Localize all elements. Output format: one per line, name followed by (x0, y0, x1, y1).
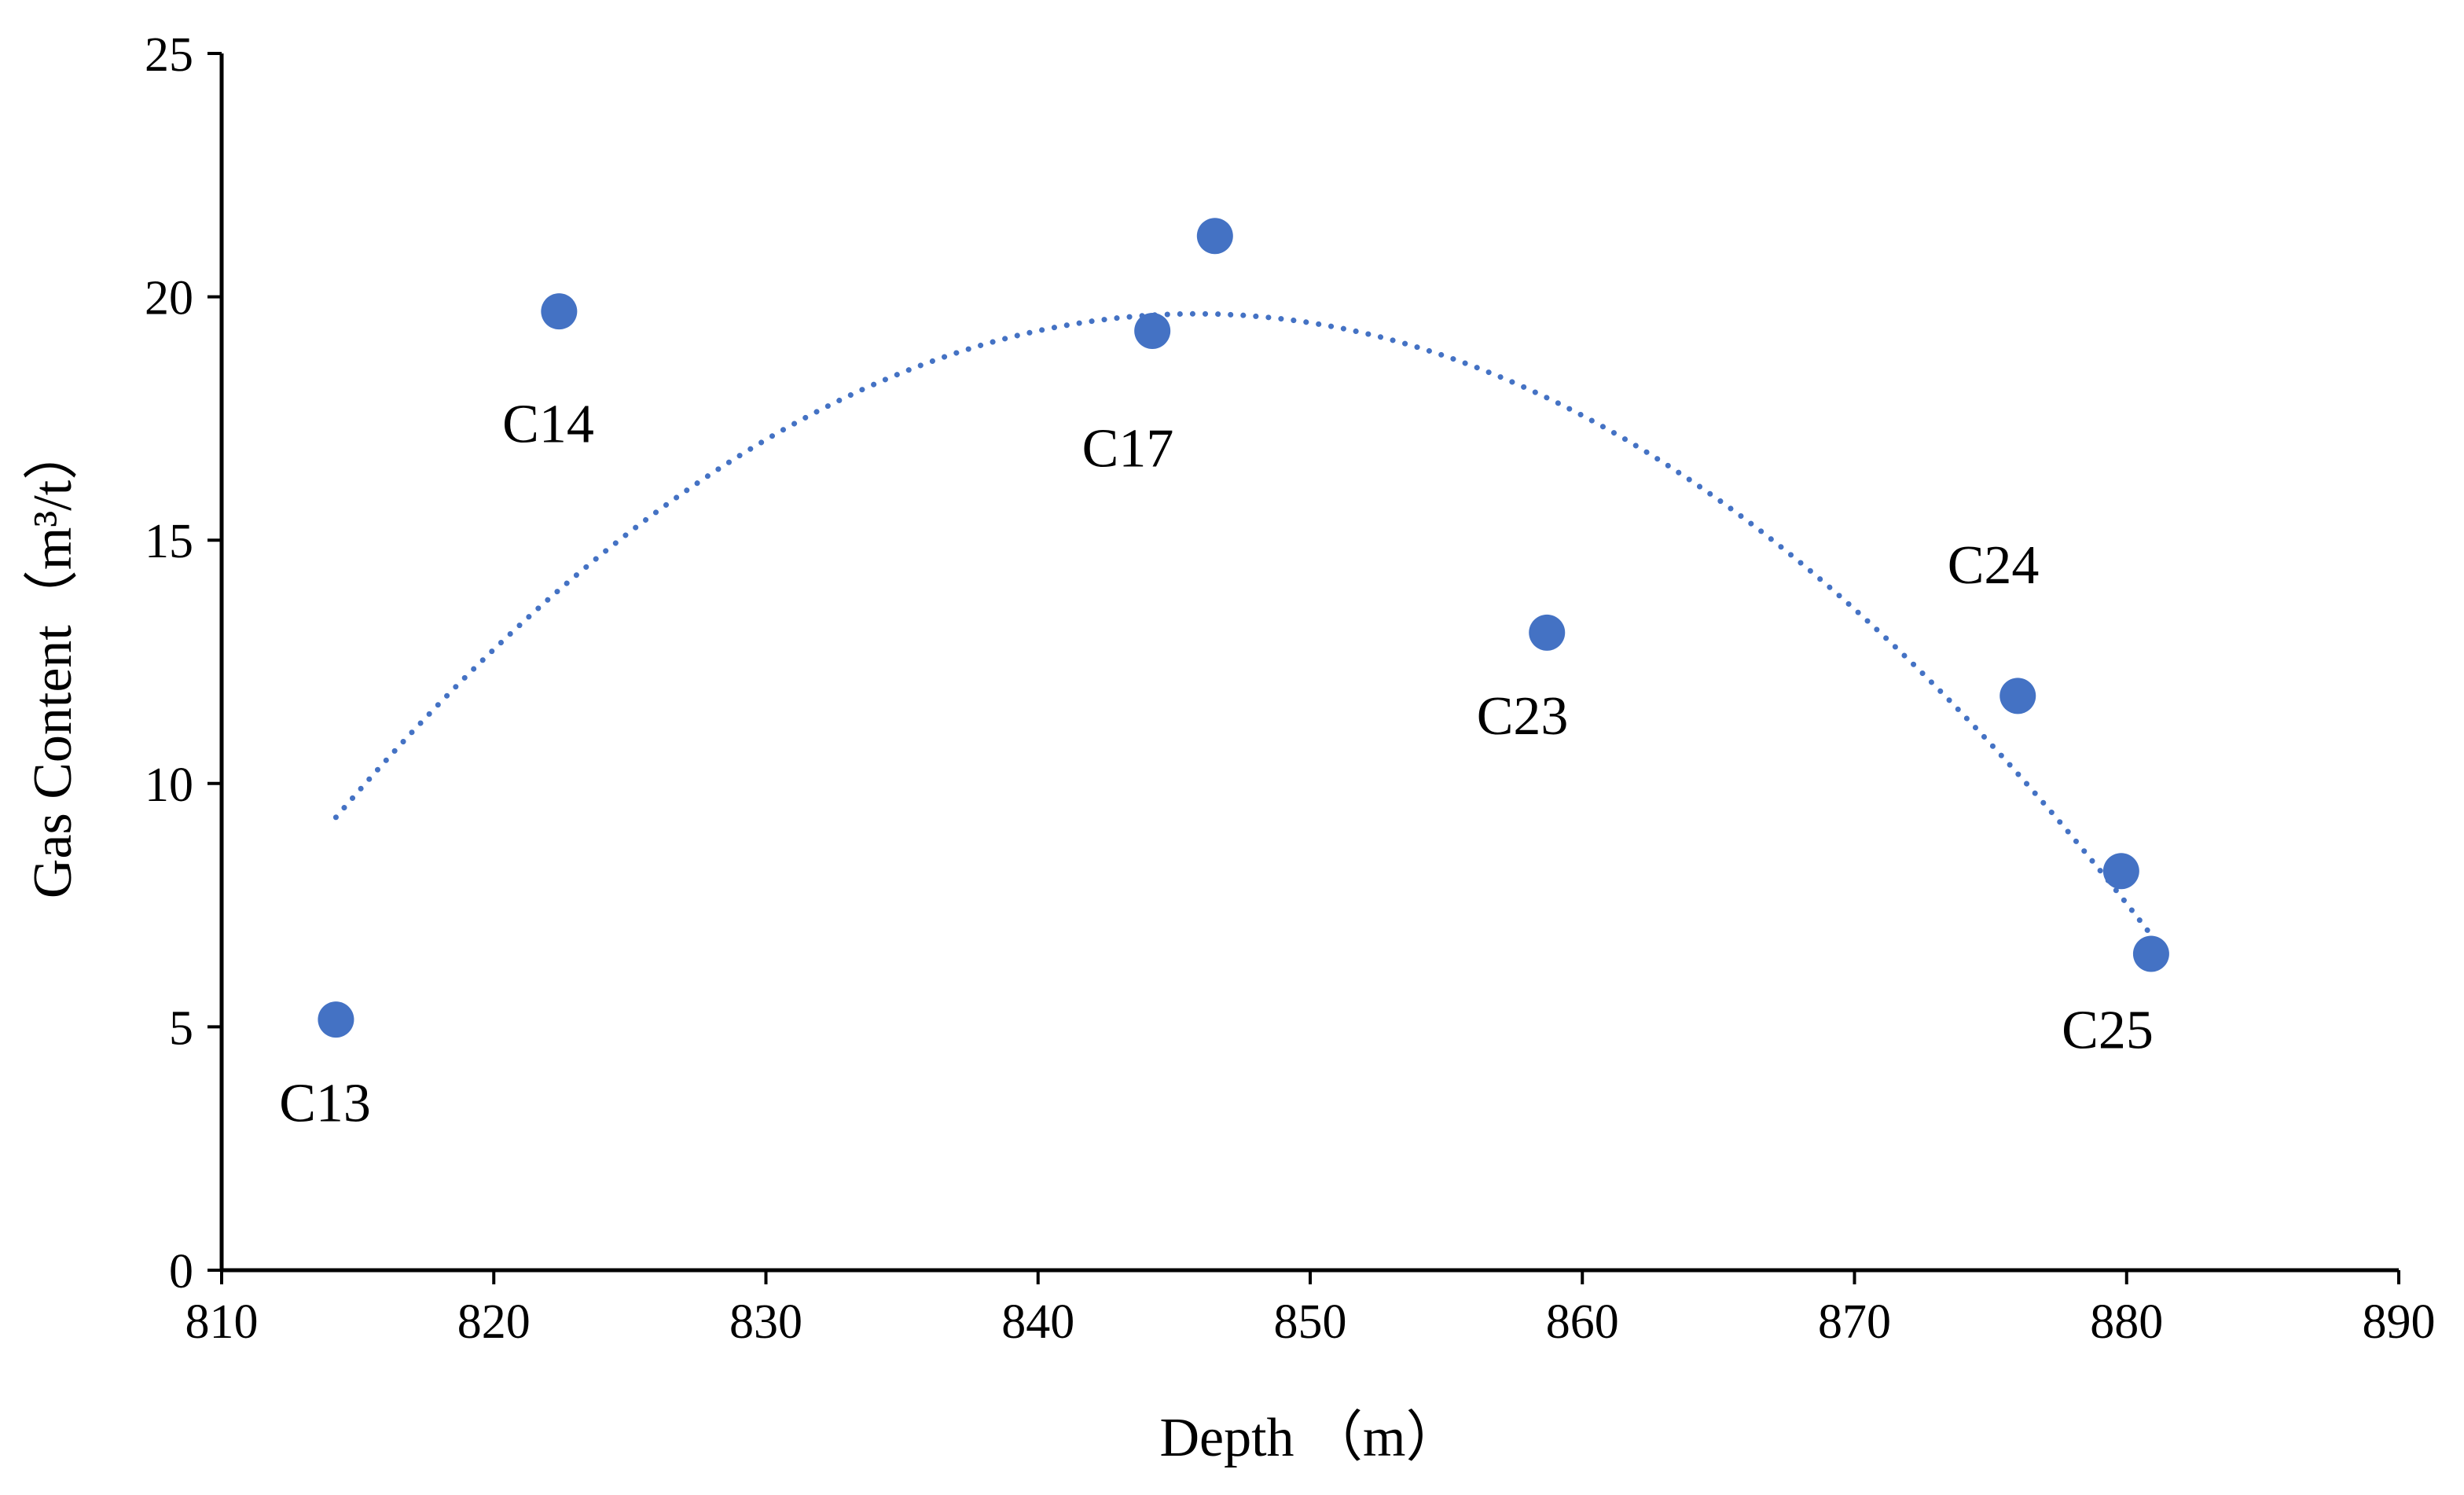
data-point (1134, 312, 1171, 349)
x-tick-label: 830 (729, 1295, 802, 1349)
data-point (1999, 678, 2036, 714)
point-label: C13 (279, 1073, 371, 1133)
y-axis-title: Gas Content（m³/t） (23, 425, 83, 898)
y-tick-label: 15 (145, 515, 193, 568)
point-label: C25 (2062, 1000, 2154, 1060)
x-tick-label: 850 (1274, 1295, 1347, 1349)
y-tick-label: 5 (169, 1001, 193, 1055)
data-point (541, 293, 578, 330)
data-point (1196, 218, 1233, 255)
x-tick-label: 860 (1546, 1295, 1619, 1349)
axis-ticks: 810 820 830 840 850 860 870 880 890 0 5 10 15 20 25 (145, 28, 2436, 1349)
point-label: C24 (1948, 535, 2040, 596)
x-tick-label: 880 (2090, 1295, 2163, 1349)
data-point (1529, 614, 1566, 651)
data-points (318, 218, 2169, 1038)
point-label: C14 (502, 395, 594, 455)
y-tick-label: 25 (145, 28, 193, 82)
data-point (2132, 935, 2169, 972)
y-tick-label: 0 (169, 1245, 193, 1298)
x-axis-title: Depth （m） (1159, 1408, 1460, 1468)
x-tick-label: 840 (1001, 1295, 1074, 1349)
x-tick-label: 810 (185, 1295, 259, 1349)
data-point (318, 1001, 354, 1038)
data-point (2102, 853, 2139, 890)
x-tick-label: 820 (457, 1295, 531, 1349)
x-tick-label: 890 (2363, 1295, 2436, 1349)
axes (219, 53, 2399, 1273)
point-label: C17 (1082, 419, 1174, 479)
x-tick-label: 870 (1818, 1295, 1891, 1349)
point-label: C23 (1477, 686, 1569, 747)
trendline-layer (332, 310, 2154, 939)
y-tick-label: 20 (145, 272, 193, 325)
point-labels: C13 C14 C17 C23 C24 C25 (279, 395, 2154, 1134)
polynomial-trendline (332, 310, 2154, 939)
y-tick-label: 10 (145, 759, 193, 812)
